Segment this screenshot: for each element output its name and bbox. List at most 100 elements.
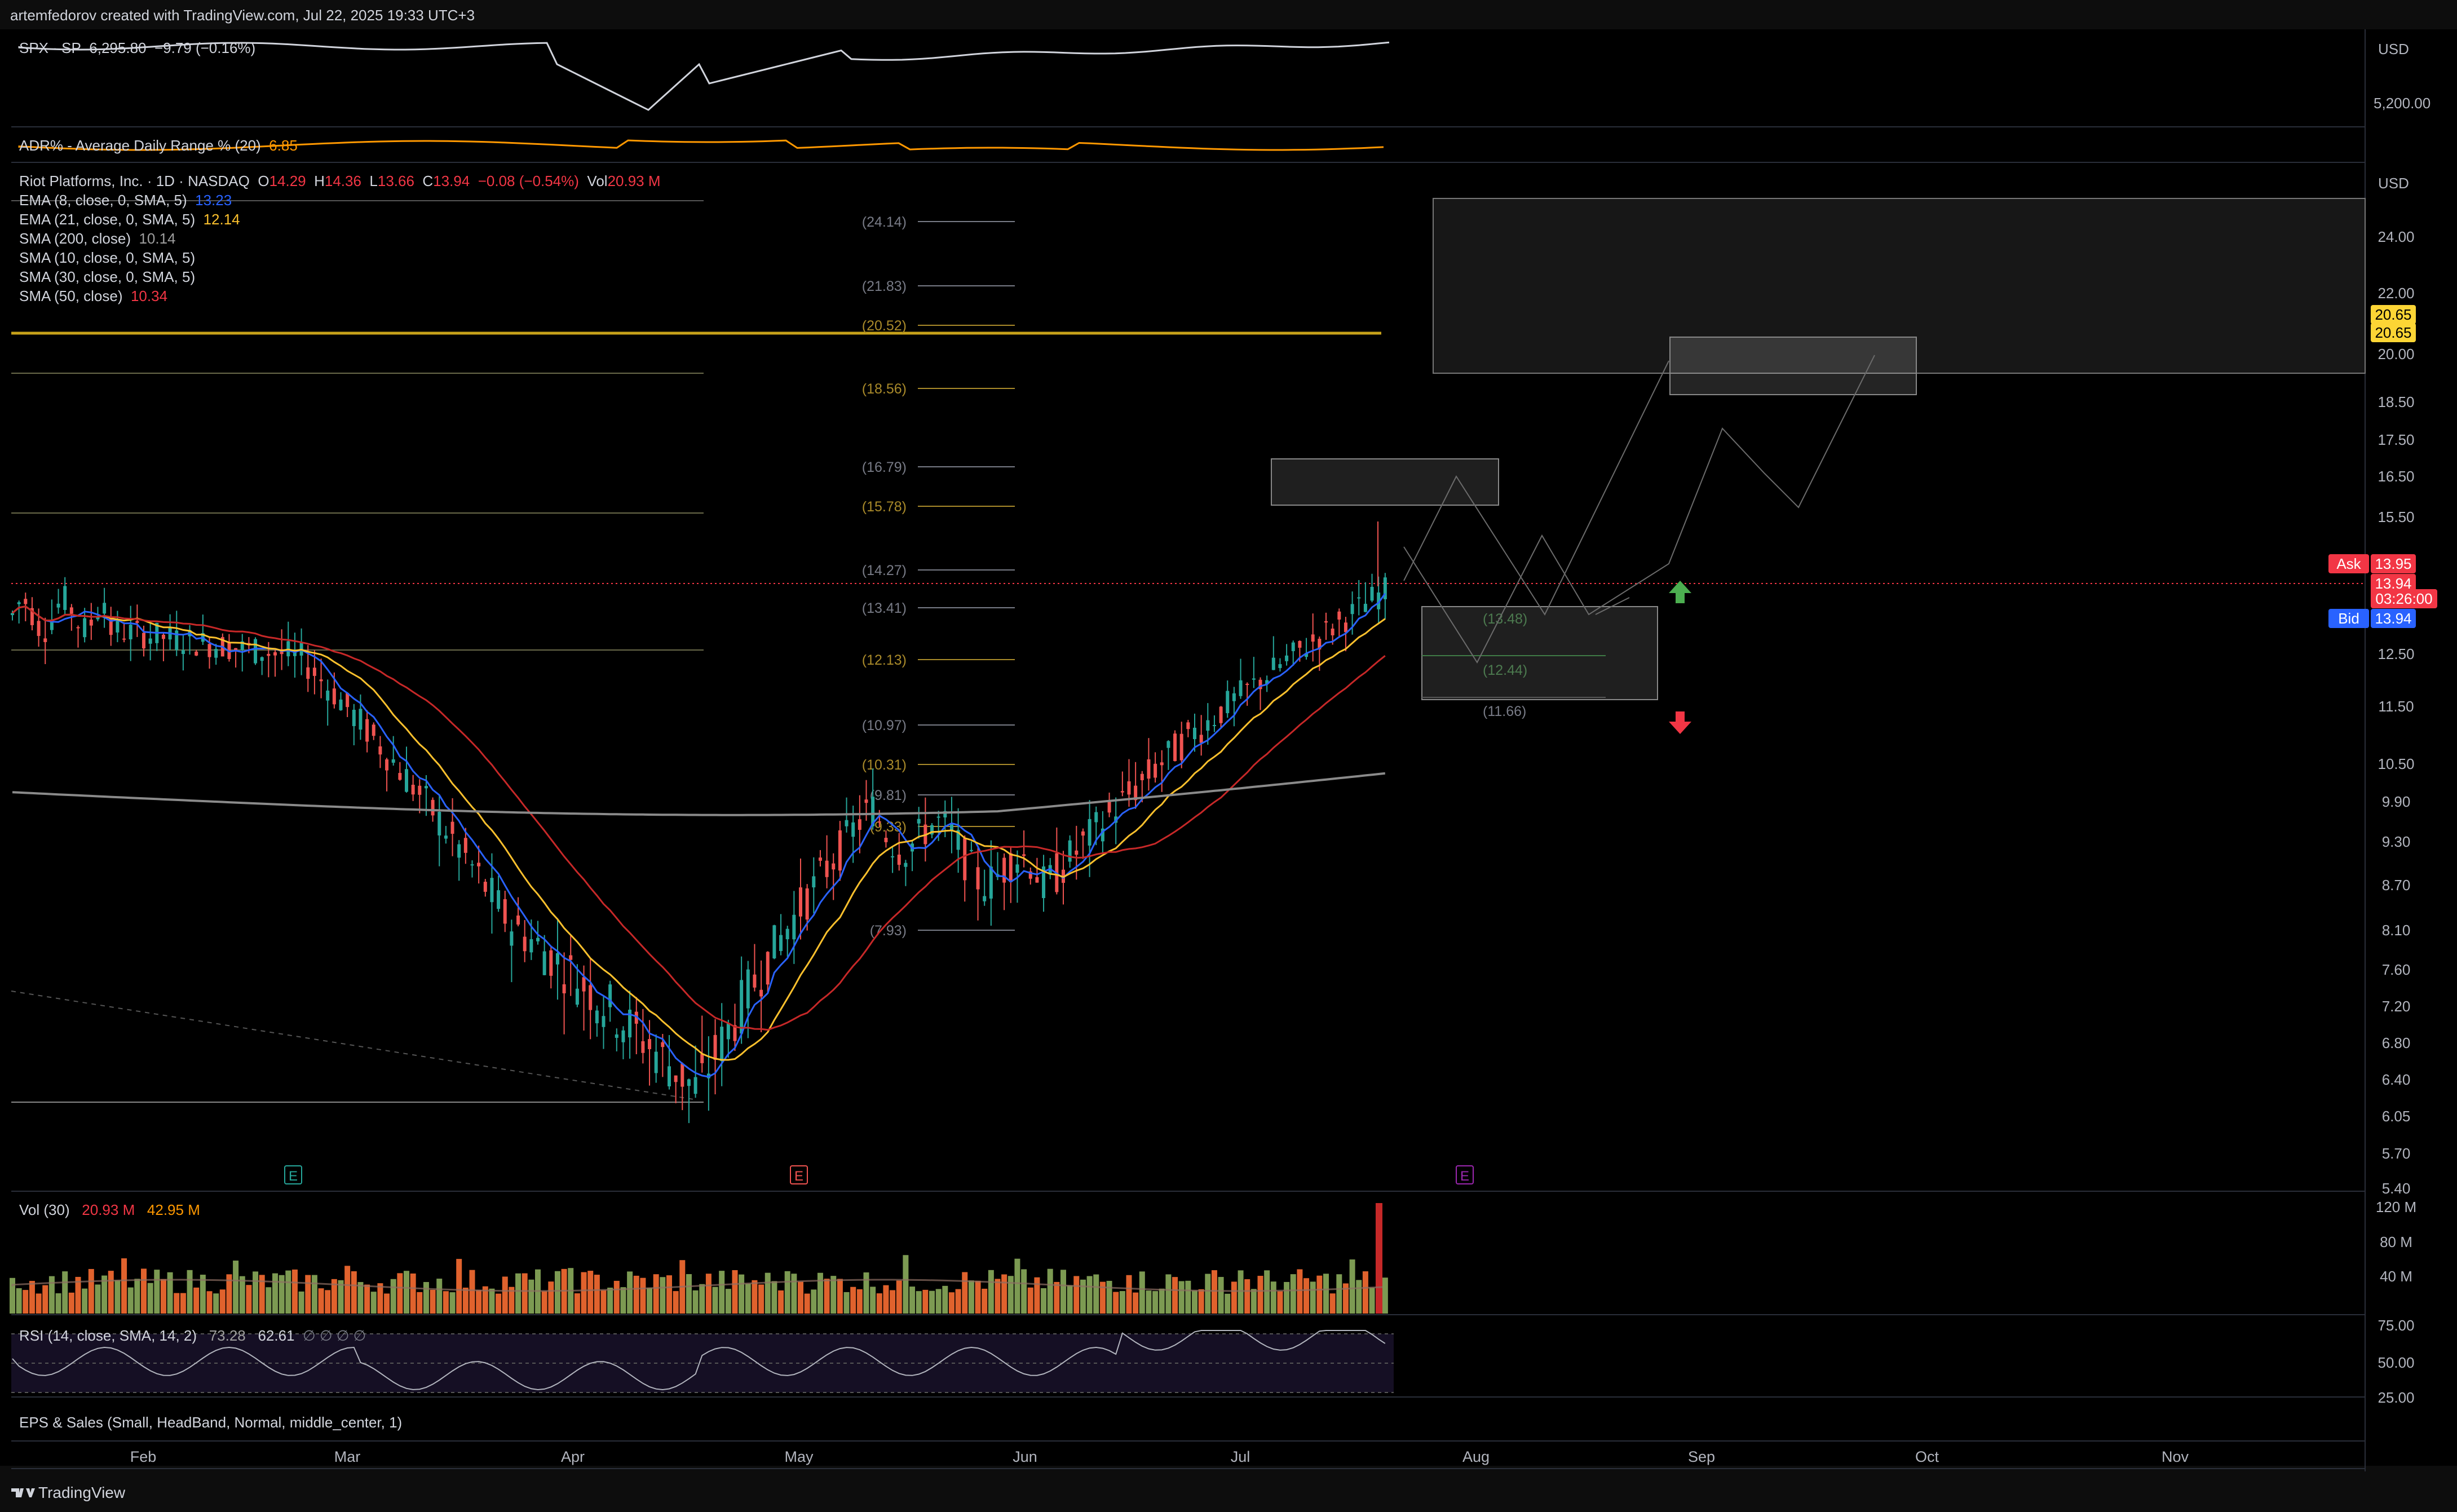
volume-bar [1192,1290,1197,1314]
volume-bar [134,1279,140,1314]
indicator-label: EMA (8, close, 0, SMA, 5) [19,192,187,209]
volume-bar [1257,1276,1263,1314]
adr-legend: ADR% - Average Daily Range % (20) 6.85 [19,137,298,154]
time-axis-label: Aug [1462,1448,1490,1465]
volume-bar [10,1277,15,1314]
volume-bar [370,1292,377,1314]
volume-bar [1264,1270,1270,1314]
volume-bar [1336,1274,1342,1314]
candle-body [411,784,415,795]
volume-bar [692,1290,699,1314]
fib-level-label: (24.14) [862,214,907,230]
candle-body [1140,773,1144,780]
footer-brand-label: TradingView [38,1484,126,1501]
volume-bar [798,1281,803,1314]
fib-level-label: (18.56) [862,381,907,397]
indicator-ema8[interactable]: EMA (8, close, 0, SMA, 5) 13.23 [19,192,240,211]
candle-body [195,651,198,656]
candle-body [1226,691,1230,714]
fib-level-label: (10.97) [862,718,907,733]
candle-body [1042,866,1046,899]
fib-right-label: (12.44) [1483,662,1527,678]
indicator-ema21[interactable]: EMA (21, close, 0, SMA, 5) 12.14 [19,211,240,230]
ask-label-tag-text: Ask [2336,555,2361,572]
ask-label-tag [2328,554,2369,573]
footer-brand[interactable]: TradingView [10,1484,125,1502]
indicator-legend: EMA (8, close, 0, SMA, 5) 13.23 EMA (21,… [19,192,240,307]
candle-body [332,688,336,705]
up-arrow-icon [1669,581,1691,603]
candle-body [109,616,113,635]
volume-bar [1034,1277,1040,1314]
volume-bar [705,1274,712,1314]
volume-bar [1099,1281,1106,1314]
target-zone-inner-box [1669,337,1917,395]
indicator-sma200[interactable]: SMA (200, close) 10.14 [19,230,240,249]
candle-body [1305,653,1309,657]
alert-price-tag-2 [2371,323,2416,342]
earnings-marker-label: E [289,1169,298,1184]
candle-body [457,844,461,858]
candle-body [1035,877,1039,883]
volume-bar [1185,1280,1191,1314]
volume-bar [686,1274,692,1314]
volume-bar [1054,1281,1060,1314]
candle-body [503,899,507,924]
volume-bar [863,1272,869,1314]
candle-body [207,644,211,657]
candle-body [608,984,612,1007]
candle-body [391,759,395,763]
indicator-sma50[interactable]: SMA (50, close) 10.34 [19,288,240,307]
volume-bar [758,1284,765,1314]
volume-bar [843,1292,850,1314]
indicator-sma30[interactable]: SMA (30, close, 0, SMA, 5) [19,268,240,288]
candle-body [818,857,822,861]
main-currency[interactable]: USD [2378,175,2409,192]
volume-bar [804,1293,810,1314]
volume-bar [647,1288,653,1314]
price-axis-tick: 5.40 [2382,1180,2411,1197]
volume-bar [509,1286,515,1314]
volume-bar [1113,1292,1119,1314]
volume-bar [522,1273,528,1314]
volume-bar [1290,1274,1296,1314]
volume-bar [23,1290,29,1314]
indicator-sma10[interactable]: SMA (10, close, 0, SMA, 5) [19,249,240,268]
fib-level-label: (10.31) [862,757,907,773]
spx-currency[interactable]: USD [2378,41,2409,58]
candle-body [674,1075,678,1082]
volume-bar [995,1279,1001,1314]
candle-body [30,608,34,625]
volume-bar [587,1271,594,1314]
top-strip [0,0,2457,29]
volume-bar [502,1276,508,1314]
candle-body [326,690,330,701]
volume-bar [1231,1281,1237,1314]
candle-body [1311,634,1315,642]
candle-body [582,977,586,992]
earnings-marker [790,1165,808,1184]
alert-price-tag-text: 20.65 [2375,306,2411,323]
volume-bar [266,1287,272,1314]
earnings-marker [1456,1165,1474,1184]
candle-body [477,863,481,866]
volume-bar [95,1284,101,1314]
volume-bar [883,1285,889,1314]
price-axis-tick: 8.70 [2382,877,2411,894]
volume-bar [1310,1281,1316,1314]
indicator-label: SMA (10, close, 0, SMA, 5) [19,249,196,266]
candle-body [1015,864,1019,873]
open-label: O [258,173,269,189]
candle-body [1179,733,1183,761]
candle-body [542,951,546,975]
volume-bar [1067,1285,1073,1314]
candle-body [63,586,67,610]
candle-body [785,929,789,940]
volume-bar [791,1274,797,1314]
candle-body [549,950,553,976]
volume-bar [489,1288,495,1314]
volume-v2: 42.95 M [147,1201,200,1218]
volume-bar [968,1280,974,1314]
candle-body [431,799,435,816]
